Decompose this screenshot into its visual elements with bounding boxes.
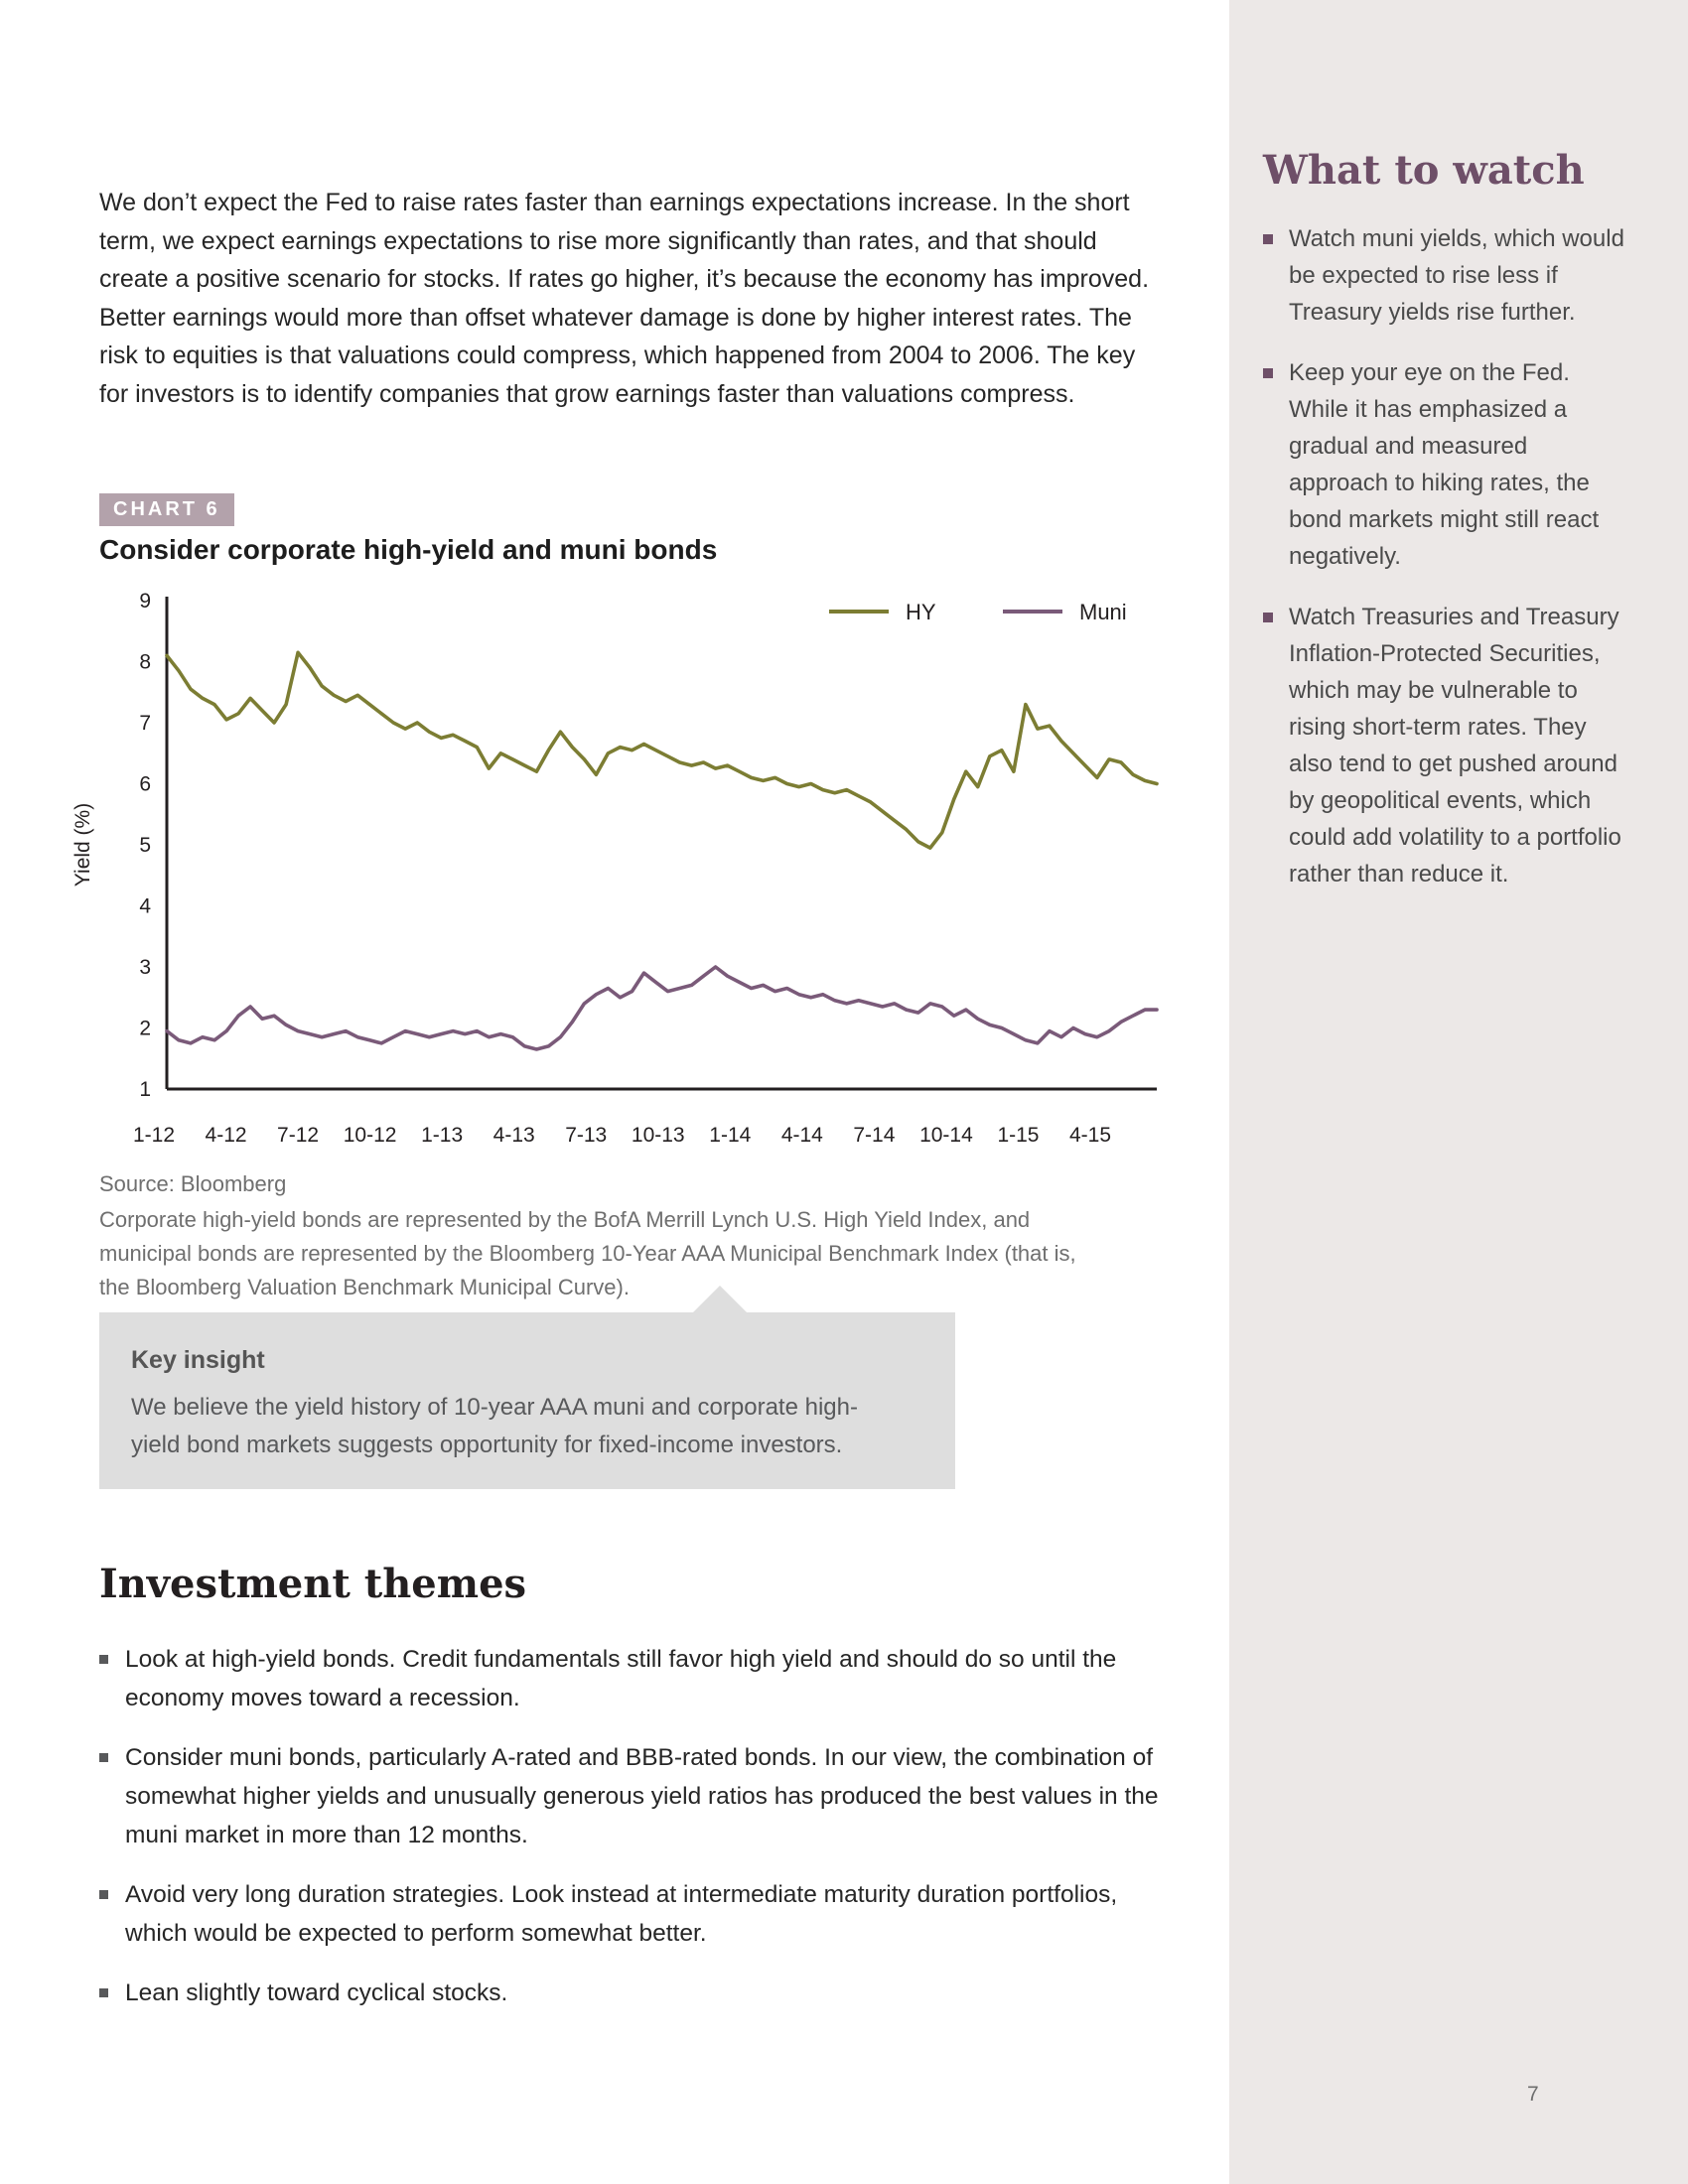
y-tick-label: 7 bbox=[139, 712, 151, 735]
square-bullet-icon bbox=[1263, 234, 1273, 244]
page-number: 7 bbox=[1527, 2083, 1539, 2106]
x-tick-label: 10-14 bbox=[919, 1124, 973, 1147]
what-to-watch-sidebar: What to watch Watch muni yields, which w… bbox=[1229, 0, 1688, 2184]
y-tick-label: 1 bbox=[139, 1078, 151, 1101]
list-item: Lean slightly toward cyclical stocks. bbox=[99, 1974, 1172, 2012]
list-item: Look at high-yield bonds. Credit fundame… bbox=[99, 1640, 1172, 1717]
x-tick-label: 1-13 bbox=[421, 1124, 463, 1147]
key-insight-box: Key insight We believe the yield history… bbox=[99, 1286, 955, 1489]
y-tick-label: 3 bbox=[139, 956, 151, 979]
chart-title: Consider corporate high-yield and muni b… bbox=[99, 534, 718, 565]
y-tick-label: 5 bbox=[139, 834, 151, 857]
muni-line bbox=[165, 965, 1159, 1051]
chart-footnote: Corporate high-yield bonds are represent… bbox=[99, 1207, 1076, 1299]
square-bullet-icon bbox=[1263, 368, 1273, 378]
list-item: Keep your eye on the Fed. While it has e… bbox=[1263, 354, 1630, 575]
list-item: Consider muni bonds, particularly A-rate… bbox=[99, 1738, 1172, 1854]
square-bullet-icon bbox=[99, 1753, 108, 1762]
x-tick-label: 1-15 bbox=[997, 1124, 1039, 1147]
list-item-text: Lean slightly toward cyclical stocks. bbox=[125, 1979, 508, 2006]
x-tick-label: 4-15 bbox=[1069, 1124, 1111, 1147]
y-tick-label: 2 bbox=[139, 1018, 151, 1040]
list-item-text: Watch muni yields, which would be expect… bbox=[1289, 225, 1624, 326]
y-tick-label: 9 bbox=[139, 590, 151, 613]
list-item: Avoid very long duration strategies. Loo… bbox=[99, 1875, 1172, 1953]
what-to-watch-list: Watch muni yields, which would be expect… bbox=[1263, 220, 1630, 892]
list-item-text: Consider muni bonds, particularly A-rate… bbox=[125, 1744, 1159, 1848]
y-tick-label: 4 bbox=[139, 895, 151, 918]
key-insight-title: Key insight bbox=[131, 1346, 265, 1374]
list-item: Watch Treasuries and Treasury Inflation-… bbox=[1263, 599, 1630, 892]
y-tick-label: 8 bbox=[139, 651, 151, 674]
x-tick-label: 10-12 bbox=[344, 1124, 397, 1147]
yield-chart: 1 2 3 4 5 6 7 8 9 Yield (%) 1-12 4-12 7-12 10-12 1-13 4… bbox=[60, 588, 1182, 1163]
yield-chart-svg: 1 2 3 4 5 6 7 8 9 Yield (%) 1-12 4-12 7-12 10-12 1-13 4… bbox=[71, 590, 1159, 1147]
legend-label-muni: Muni bbox=[1079, 600, 1127, 624]
legend-label-hy: HY bbox=[906, 600, 936, 624]
key-insight-body: We believe the yield history of 10-year … bbox=[131, 1394, 858, 1458]
list-item-text: Look at high-yield bonds. Credit fundame… bbox=[125, 1646, 1117, 1711]
chart-number-badge: CHART 6 bbox=[99, 493, 234, 526]
x-tick-label: 1-12 bbox=[133, 1124, 175, 1147]
list-item-text: Keep your eye on the Fed. While it has e… bbox=[1289, 359, 1600, 570]
list-item-text: Watch Treasuries and Treasury Inflation-… bbox=[1289, 604, 1621, 887]
intro-paragraph: We don’t expect the Fed to raise rates f… bbox=[99, 189, 1150, 408]
square-bullet-icon bbox=[99, 1988, 108, 1997]
square-bullet-icon bbox=[1263, 613, 1273, 622]
hy-line bbox=[165, 650, 1159, 850]
y-axis-title: Yield (%) bbox=[71, 803, 94, 887]
x-tick-label: 1-14 bbox=[709, 1124, 751, 1147]
x-tick-label: 4-12 bbox=[206, 1124, 247, 1147]
y-tick-label: 6 bbox=[139, 773, 151, 796]
investment-themes-heading: Investment themes bbox=[99, 1561, 527, 1607]
x-tick-label: 4-13 bbox=[493, 1124, 535, 1147]
chart-source: Source: Bloomberg bbox=[99, 1171, 287, 1196]
investment-themes-list: Look at high-yield bonds. Credit fundame… bbox=[99, 1640, 1172, 2033]
square-bullet-icon bbox=[99, 1655, 108, 1664]
x-tick-label: 10-13 bbox=[632, 1124, 685, 1147]
what-to-watch-heading: What to watch bbox=[1263, 147, 1585, 194]
square-bullet-icon bbox=[99, 1890, 108, 1899]
x-tick-label: 7-14 bbox=[853, 1124, 895, 1147]
x-tick-label: 7-13 bbox=[565, 1124, 607, 1147]
list-item-text: Avoid very long duration strategies. Loo… bbox=[125, 1881, 1118, 1947]
list-item: Watch muni yields, which would be expect… bbox=[1263, 220, 1630, 331]
x-tick-label: 7-12 bbox=[277, 1124, 319, 1147]
callout-notch bbox=[693, 1286, 747, 1312]
x-tick-label: 4-14 bbox=[781, 1124, 823, 1147]
chart-source-block: Source: Bloomberg Corporate high-yield b… bbox=[99, 1167, 1082, 1304]
